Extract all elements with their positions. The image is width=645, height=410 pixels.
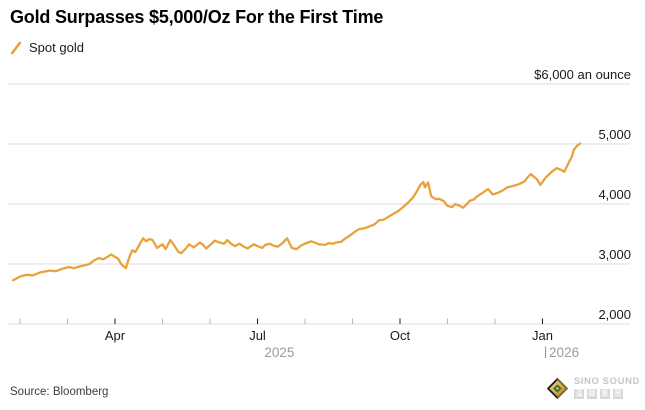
logo-cn-characters: 漢 聲 集 團 <box>573 389 640 400</box>
y-tick-label: 3,000 <box>598 247 631 262</box>
chart-title: Gold Surpasses $5,000/Oz For the First T… <box>10 7 384 27</box>
logo-cn-char: 聲 <box>586 389 597 400</box>
spot-gold-price-line <box>11 142 582 282</box>
legend: Spot gold <box>10 40 84 55</box>
diamond-logo-icon <box>546 377 569 399</box>
month-label: Jan <box>532 328 553 343</box>
logo-cn-char: 漢 <box>573 389 584 400</box>
logo-cn-char: 團 <box>612 389 623 400</box>
year-label: 2025 <box>264 345 294 360</box>
orange-slash-icon <box>10 41 22 54</box>
y-tick-label: 5,000 <box>598 127 631 142</box>
logo-cn-char: 集 <box>599 389 610 400</box>
sino-sound-logo: SINO SOUND 漢 聲 集 團 <box>546 371 640 405</box>
y-tick-label: 4,000 <box>598 187 631 202</box>
logo-name: SINO SOUND <box>573 375 640 387</box>
year-label: 2026 <box>549 345 579 360</box>
logo-text: SINO SOUND 漢 聲 集 團 <box>573 375 640 400</box>
month-label: Oct <box>390 328 411 343</box>
legend-label: Spot gold <box>29 40 84 55</box>
y-tick-label: 2,000 <box>598 307 631 322</box>
source-label: Source: Bloomberg <box>10 386 109 398</box>
month-label: Apr <box>105 328 126 343</box>
month-label: Jul <box>249 328 266 343</box>
y-axis-unit-note: $6,000 an ounce <box>534 67 631 82</box>
